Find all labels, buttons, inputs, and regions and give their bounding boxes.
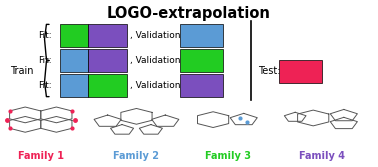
FancyBboxPatch shape bbox=[88, 24, 127, 47]
Text: Fit:: Fit: bbox=[39, 56, 52, 65]
Text: , Validation: , Validation bbox=[130, 81, 181, 90]
Text: Test:: Test: bbox=[259, 66, 281, 76]
FancyBboxPatch shape bbox=[180, 49, 223, 72]
Text: Train: Train bbox=[10, 66, 34, 76]
FancyBboxPatch shape bbox=[60, 24, 88, 47]
FancyBboxPatch shape bbox=[88, 49, 127, 72]
Text: Fit:: Fit: bbox=[39, 31, 52, 40]
Text: Family 4: Family 4 bbox=[299, 151, 345, 161]
FancyBboxPatch shape bbox=[180, 24, 223, 47]
FancyBboxPatch shape bbox=[60, 49, 88, 72]
FancyBboxPatch shape bbox=[279, 60, 322, 83]
Text: , Validation: , Validation bbox=[130, 31, 181, 40]
FancyBboxPatch shape bbox=[60, 74, 88, 97]
Text: Fit:: Fit: bbox=[39, 81, 52, 90]
Text: Family 1: Family 1 bbox=[18, 151, 64, 161]
Text: Family 3: Family 3 bbox=[205, 151, 251, 161]
Text: , Validation: , Validation bbox=[130, 56, 181, 65]
FancyBboxPatch shape bbox=[180, 74, 223, 97]
FancyBboxPatch shape bbox=[88, 74, 127, 97]
Text: Family 2: Family 2 bbox=[113, 151, 160, 161]
Text: LOGO-extrapolation: LOGO-extrapolation bbox=[107, 6, 271, 21]
